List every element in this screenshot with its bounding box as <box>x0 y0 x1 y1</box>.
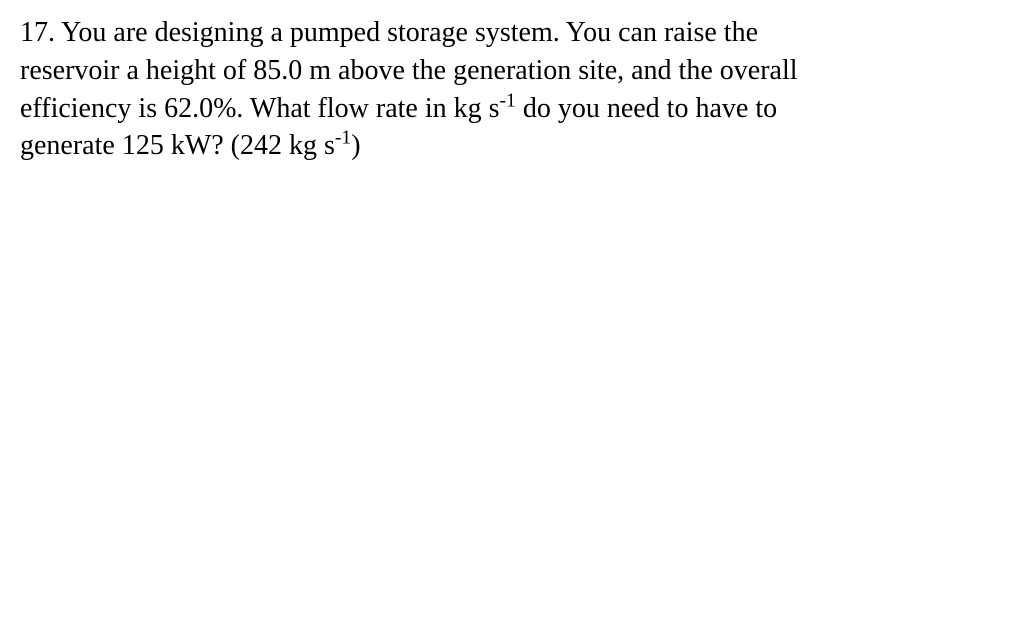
superscript-2: -1 <box>335 128 351 149</box>
superscript-1: -1 <box>500 90 516 111</box>
text-line4-part1: generate 125 kW? (242 kg s <box>20 130 335 161</box>
text-line3-part1: efficiency is 62.0%. What flow rate in k… <box>20 93 500 124</box>
problem-number: 17. <box>20 17 55 48</box>
text-line4-part2: ) <box>351 130 360 161</box>
text-line2: reservoir a height of 85.0 m above the g… <box>20 55 798 86</box>
text-line1: You are designing a pumped storage syste… <box>61 17 758 48</box>
problem-text: 17. You are designing a pumped storage s… <box>20 14 1004 165</box>
page: 17. You are designing a pumped storage s… <box>0 0 1024 179</box>
text-line3-part2: do you need to have to <box>516 93 777 124</box>
